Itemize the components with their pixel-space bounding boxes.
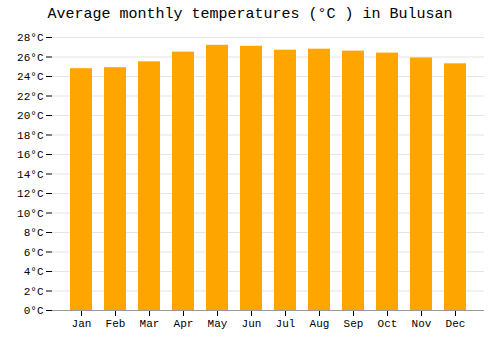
svg-text:6°C: 6°C — [24, 247, 44, 259]
svg-text:Feb: Feb — [106, 318, 126, 330]
svg-text:10°C: 10°C — [17, 208, 44, 220]
svg-text:0°C: 0°C — [24, 305, 44, 317]
svg-text:26°C: 26°C — [17, 52, 44, 64]
svg-text:12°C: 12°C — [17, 188, 44, 200]
svg-text:Apr: Apr — [174, 318, 194, 330]
svg-text:22°C: 22°C — [17, 91, 44, 103]
svg-text:Sep: Sep — [344, 318, 364, 330]
svg-text:8°C: 8°C — [24, 227, 44, 239]
svg-text:Mar: Mar — [140, 318, 160, 330]
svg-text:28°C: 28°C — [17, 32, 44, 44]
svg-text:Jul: Jul — [276, 318, 296, 330]
svg-text:24°C: 24°C — [17, 71, 44, 83]
svg-text:4°C: 4°C — [24, 266, 44, 278]
svg-text:14°C: 14°C — [17, 169, 44, 181]
svg-text:16°C: 16°C — [17, 149, 44, 161]
svg-text:2°C: 2°C — [24, 286, 44, 298]
svg-text:20°C: 20°C — [17, 110, 44, 122]
html-text:Average monthly temperatures (: Average monthly temperatures (°C ) in Bu… — [47, 6, 453, 23]
svg-text:Oct: Oct — [378, 318, 398, 330]
svg-text:May: May — [208, 318, 228, 330]
svg-text:Dec: Dec — [446, 318, 466, 330]
svg-text:Jan: Jan — [72, 318, 92, 330]
svg-text:18°C: 18°C — [17, 130, 44, 142]
svg-text:Nov: Nov — [412, 318, 432, 330]
svg-text:Aug: Aug — [310, 318, 330, 330]
svg-text:Jun: Jun — [242, 318, 262, 330]
